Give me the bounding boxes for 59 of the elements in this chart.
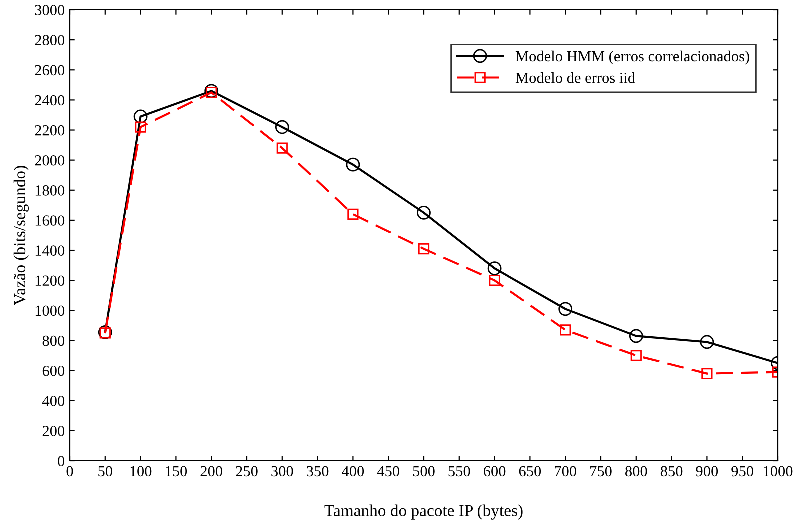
x-tick-label: 850 [660,466,683,477]
x-tick-label: 600 [484,466,506,477]
x-tick-label: 900 [696,466,718,477]
y-tick-label: 200 [42,426,65,436]
point [134,110,148,124]
x-tick-label: 500 [413,466,435,477]
y-tick-label: 2800 [35,35,65,46]
y-tick-label: 1400 [36,246,65,256]
point [135,122,146,133]
x-tick-label: 450 [377,466,400,477]
x-tick-label: 100 [130,466,152,477]
x-tick-label: 700 [555,466,576,477]
point [417,206,431,220]
point [348,208,359,220]
x-tick-label: 950 [732,466,754,477]
x-tick-label: 0 [66,466,74,477]
x-axis-title: Tamanho do pacote IP (bytes) [324,504,523,520]
x-tick-label: 150 [166,466,188,477]
x-tick-label: 50 [98,466,112,477]
legend-label: Modelo de erros iid [516,72,636,84]
y-tick-label: 1000 [36,306,65,316]
y-tick-label: 1800 [36,186,65,196]
x-tick-label: 550 [448,466,470,477]
y-axis-title: Vazão (bits/segundo) [14,166,30,306]
y-tick-label: 0 [58,456,65,466]
point [206,87,218,98]
y-tick-label: 400 [42,396,65,406]
point [275,120,290,134]
point [488,262,502,276]
x-tick-label: 400 [342,466,364,477]
point [560,324,572,336]
point [489,275,500,286]
point [700,335,714,350]
x-tick-label: 800 [626,466,648,477]
x-tick-label: 200 [200,466,222,477]
point [418,243,430,255]
x-tick-label: 750 [590,466,612,477]
y-tick-label: 2200 [35,125,65,136]
x-tick-label: 300 [272,466,294,477]
y-tick-label: 3000 [35,5,65,16]
point [630,350,642,362]
y-tick-label: 600 [42,366,65,376]
x-tick-label: 1000 [764,466,793,477]
x-tick-label: 250 [236,466,258,477]
point [558,302,573,316]
y-tick-label: 1600 [36,216,65,226]
point [204,84,219,98]
legend-label: Modelo HMM (erros correlacionados) [516,50,750,65]
y-tick-label: 2600 [35,65,65,76]
y-tick-label: 1200 [36,276,65,286]
point [276,142,288,154]
y-tick-label: 800 [42,336,65,346]
point [346,158,360,172]
point [702,368,713,380]
y-tick-label: 2000 [35,155,65,166]
point [629,329,644,344]
x-tick-label: 350 [307,466,329,477]
y-tick-label: 2400 [35,95,65,106]
x-tick-label: 650 [519,466,542,477]
